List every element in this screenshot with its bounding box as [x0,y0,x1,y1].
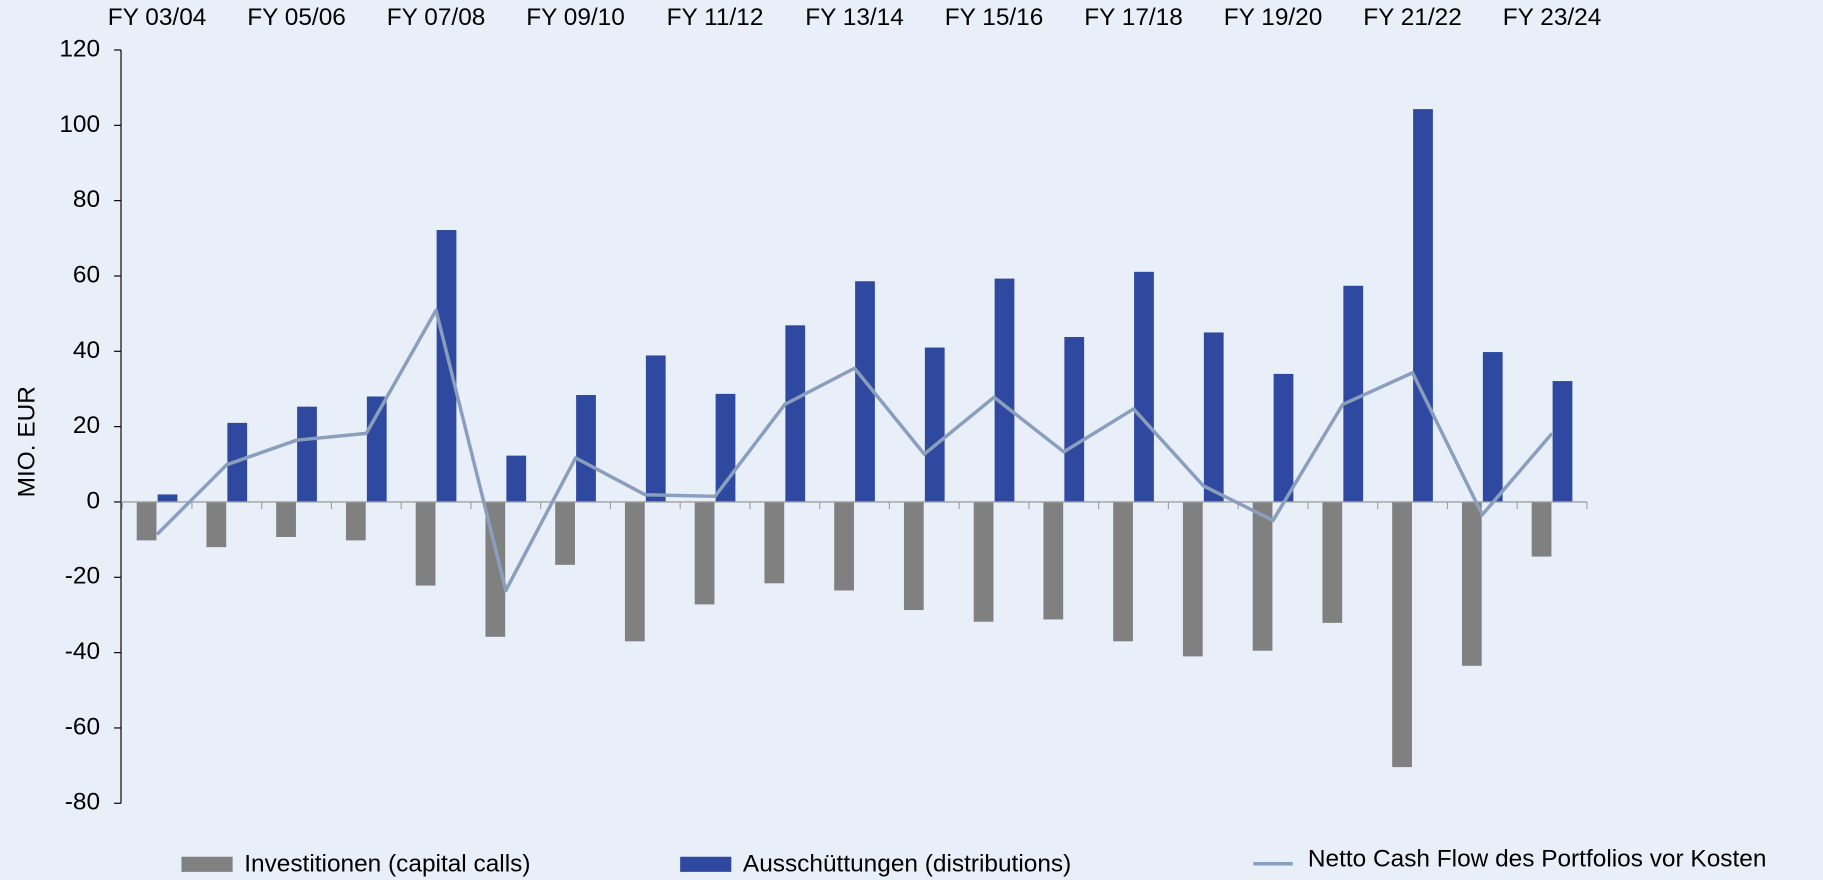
x-tick-label: FY 09/10 [526,4,625,31]
bar [1413,109,1433,502]
bar [1482,352,1503,502]
legend-label: Netto Cash Flow des Portfolios vor Koste… [1308,846,1767,873]
legend-swatch [680,856,732,872]
bar [157,494,178,502]
bar [1322,501,1343,623]
y-axis-label: MIO. EUR [13,386,40,497]
bar [1531,501,1552,557]
legend-label: Ausschüttungen (distributions) [743,850,1071,877]
x-tick-label: FY 17/18 [1084,4,1183,31]
bar [1343,285,1364,502]
bar [136,501,157,541]
legend-label: Investitionen (capital calls) [244,850,530,877]
x-tick-label: FY 19/20 [1224,4,1323,31]
x-tick-label: FY 15/16 [945,4,1044,31]
bar [206,501,227,548]
bar [1182,501,1203,657]
bar [1113,501,1133,642]
x-tick-label: FY 21/22 [1363,4,1462,31]
y-tick-label: -80 [65,789,100,816]
x-tick-label: FY 07/08 [387,4,486,31]
bar [1392,501,1412,768]
bar [1552,381,1573,502]
bar [1134,271,1154,502]
y-tick-label: -60 [65,713,100,740]
bar [276,501,296,537]
bar [785,325,806,502]
x-tick-label: FY 13/14 [805,4,904,31]
bar [506,455,527,502]
bar [1203,332,1224,502]
bar [903,501,924,611]
y-tick-label: -20 [65,563,100,590]
bar [1461,501,1482,666]
bar [764,501,785,584]
bar [855,281,875,502]
y-tick-label: 60 [73,261,100,288]
bar [576,394,596,502]
bar [1273,373,1294,502]
bar [973,501,994,622]
bar [924,347,945,502]
bar [715,393,736,502]
y-tick-label: 120 [59,35,100,62]
y-tick-label: -40 [65,638,100,665]
bar [624,501,645,642]
bar [1043,501,1064,620]
bar [297,406,317,502]
x-tick-label: FY 11/12 [667,4,764,31]
bar [994,278,1015,502]
bar [436,230,457,502]
bar [645,355,666,502]
y-tick-label: 20 [73,412,100,439]
y-tick-label: 0 [87,487,101,514]
x-tick-label: FY 23/24 [1503,4,1602,31]
bar [345,501,366,541]
x-tick-label: FY 03/04 [108,4,207,31]
line-series [155,308,1554,593]
bar [834,501,854,591]
y-tick-label: 80 [73,186,100,213]
y-tick-label: 100 [59,111,100,138]
y-tick-label: 40 [73,337,100,364]
legend-swatch [181,856,233,872]
bar [415,501,436,586]
x-tick-label: FY 05/06 [247,4,346,31]
bar [694,501,715,605]
bar [1252,501,1273,651]
bar [555,501,575,565]
bar [1064,336,1085,502]
